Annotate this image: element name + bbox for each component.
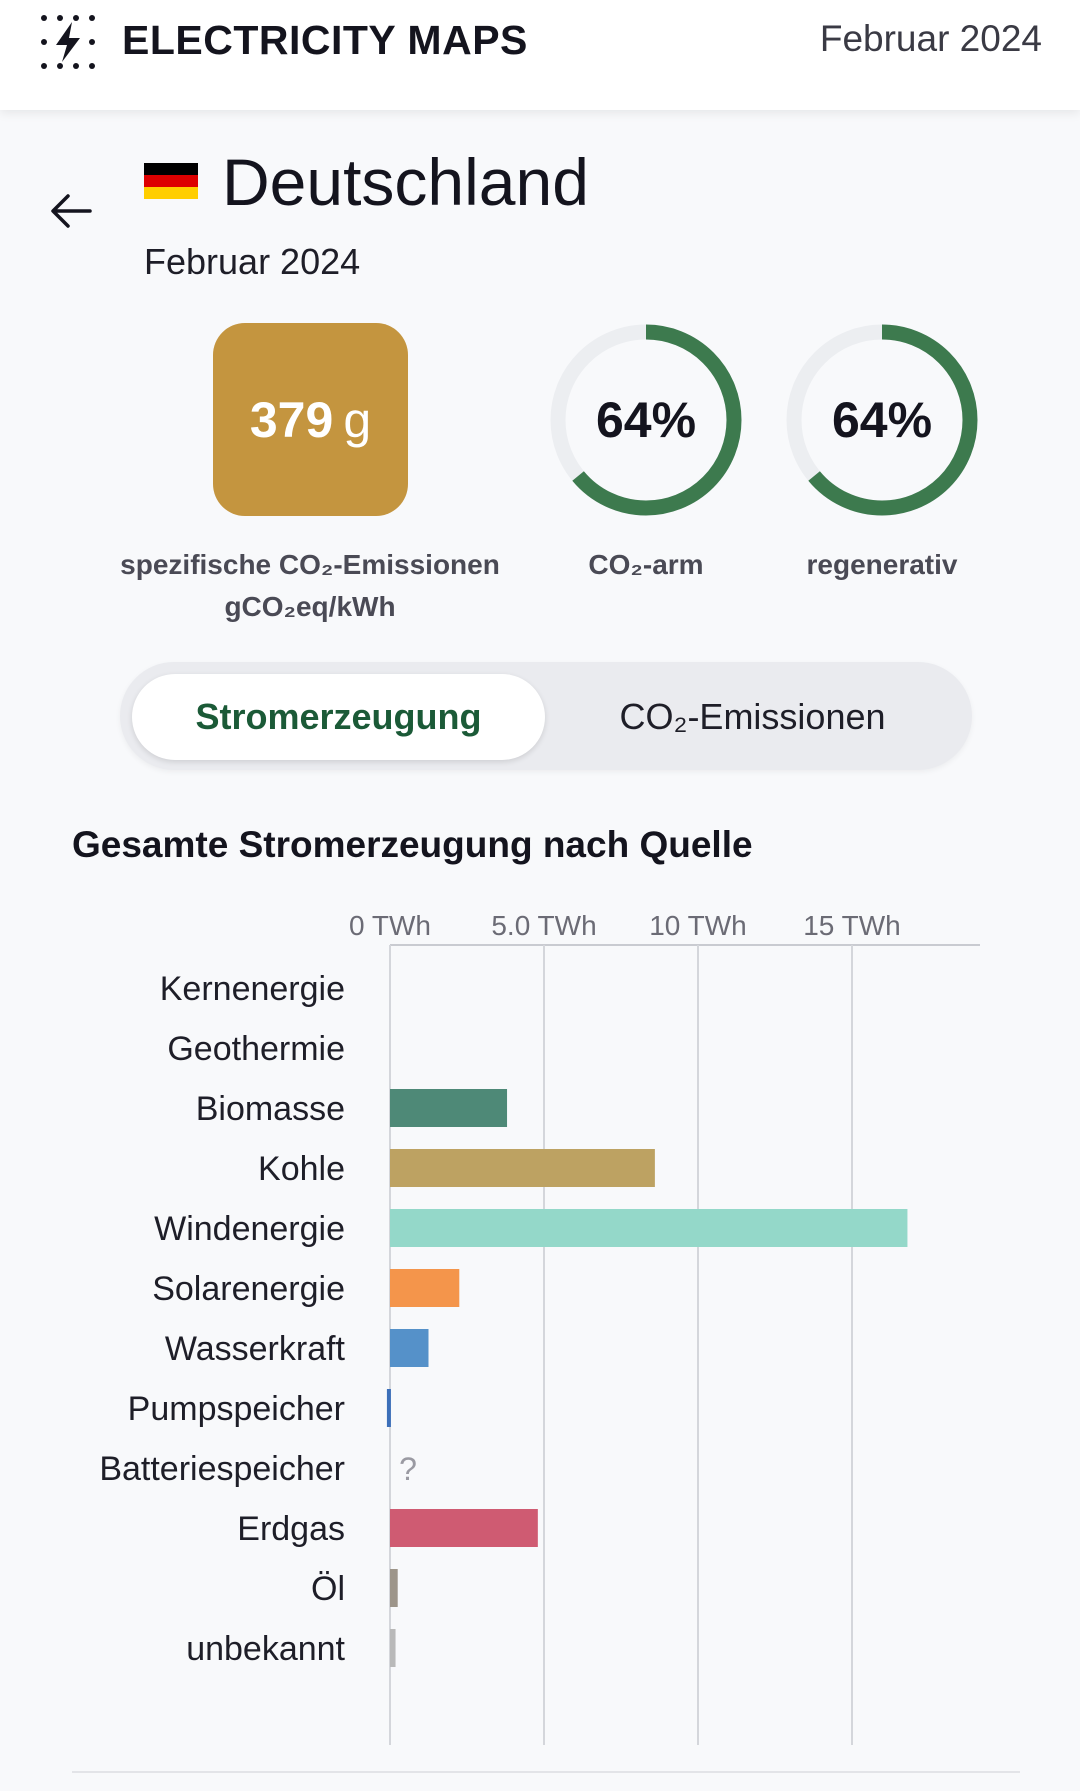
bar (390, 1149, 655, 1187)
x-tick-label: 15 TWh (803, 910, 901, 941)
x-tick-label: 5.0 TWh (491, 910, 596, 941)
zone-title: Deutschland (222, 145, 589, 219)
category-label: unbekannt (186, 1630, 345, 1668)
toggle-production[interactable]: Stromerzeugung (132, 674, 545, 760)
category-label: Kernenergie (160, 970, 345, 1008)
category-label: Öl (311, 1570, 345, 1608)
germany-flag-icon (144, 163, 198, 199)
app-header: ELECTRICITY MAPS Februar 2024 (0, 0, 1080, 110)
category-label: Batteriespeicher (99, 1450, 345, 1488)
divider (72, 1771, 1020, 1773)
bar (390, 1209, 908, 1247)
category-label: Windenergie (154, 1210, 345, 1248)
category-label: Erdgas (237, 1510, 345, 1548)
missing-value-label: ? (399, 1451, 417, 1487)
production-bar-chart: 0 TWh 5.0 TWh 10 TWh 15 TWh Kernenergie Geoth… (99, 910, 980, 1745)
category-label: Geothermie (167, 1030, 345, 1068)
app-name[interactable]: ELECTRICITY MAPS (122, 17, 528, 63)
category-label: Biomasse (196, 1090, 345, 1128)
lightning-dots-icon[interactable] (38, 12, 98, 72)
carbon-intensity-value: 379 (249, 391, 334, 448)
renewable-label: regenerativ (806, 549, 958, 580)
bar (390, 1509, 538, 1547)
category-label: Wasserkraft (165, 1330, 346, 1368)
bar (390, 1329, 429, 1367)
section-title: Gesamte Stromerzeugung nach Quelle (72, 824, 753, 865)
category-label: Pumpspeicher (128, 1390, 345, 1428)
view-toggle: Stromerzeugung CO₂-Emissionen (120, 662, 972, 770)
category-label: Solarenergie (152, 1270, 345, 1308)
back-arrow-icon[interactable] (46, 186, 96, 236)
low-carbon-label: CO₂-arm (588, 549, 704, 580)
bar (386, 1389, 391, 1427)
category-label: Kohle (258, 1150, 345, 1188)
x-tick-label: 10 TWh (649, 910, 747, 941)
zone-period: Februar 2024 (144, 241, 361, 282)
low-carbon-ring-fill (550, 324, 742, 516)
bar (390, 1569, 398, 1607)
carbon-intensity-unit: g (343, 391, 372, 448)
bar (390, 1269, 460, 1307)
renewable-ring (786, 324, 978, 516)
header-date[interactable]: Februar 2024 (819, 18, 1042, 59)
bar (390, 1629, 396, 1667)
low-carbon-ring (550, 324, 742, 516)
carbon-intensity-label: spezifische CO₂-Emissionen gCO₂eq/kWh (120, 549, 500, 622)
x-tick-label: 0 TWh (349, 910, 431, 941)
low-carbon-value: 64% (595, 392, 697, 448)
carbon-intensity-box: 379 g (213, 323, 408, 516)
bar (390, 1089, 508, 1127)
renewable-ring-fill (786, 324, 978, 516)
renewable-value: 64% (831, 392, 933, 448)
toggle-emissions[interactable]: CO₂-Emissionen (619, 696, 886, 737)
